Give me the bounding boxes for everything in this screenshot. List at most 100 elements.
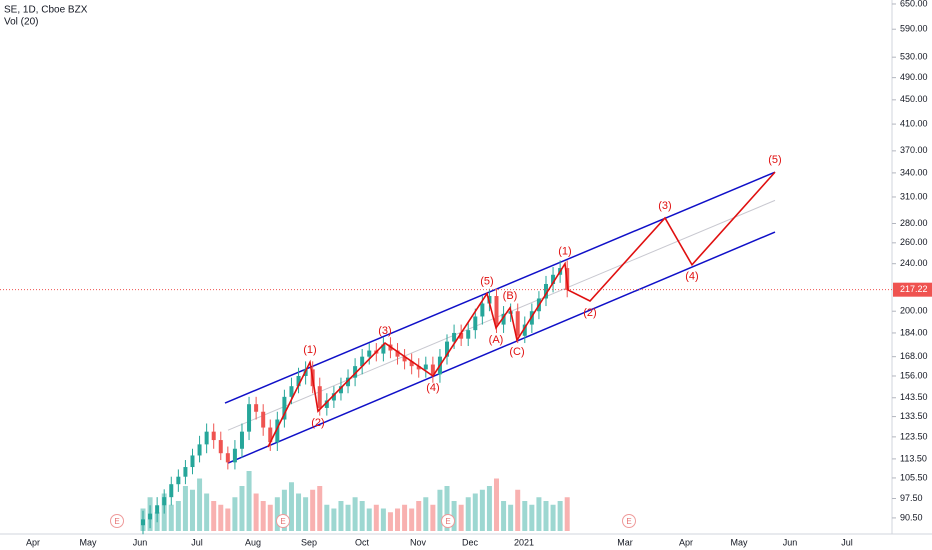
x-tick-label: Jun (783, 537, 798, 547)
y-tick-label: 113.50 (900, 453, 927, 463)
candle-body (331, 393, 336, 401)
y-tick-label: 530.00 (900, 52, 928, 62)
volume-bar (303, 497, 309, 531)
candle-body (423, 364, 428, 370)
candle-body (218, 440, 223, 454)
earnings-label: E (445, 517, 450, 526)
x-tick-label: Dec (462, 537, 479, 547)
volume-bar (331, 508, 337, 531)
earnings-marker (622, 514, 636, 528)
y-tick-label: 410.00 (900, 118, 928, 128)
volume-label: Vol (20) (4, 17, 38, 28)
candle-body (543, 284, 548, 299)
volume-bar (529, 504, 535, 531)
candle-body (381, 344, 386, 354)
volume-bar (451, 501, 457, 531)
y-tick-label: 490.00 (900, 72, 928, 82)
wave-path (267, 171, 776, 448)
candle-body (515, 311, 520, 336)
volume-bar (423, 497, 429, 531)
candle-body (183, 467, 188, 477)
earnings-marker (276, 514, 290, 528)
candle-body (430, 364, 435, 375)
candle-body (445, 341, 450, 357)
volume-bar (246, 471, 252, 531)
candle-body (360, 356, 365, 367)
candle-body (367, 350, 372, 357)
candle-body (466, 330, 471, 339)
volume-bar (189, 489, 195, 531)
y-tick-label: 260.00 (900, 237, 928, 247)
y-tick-label: 97.50 (900, 493, 923, 503)
volume-bar (486, 486, 492, 531)
candle-body (338, 386, 343, 394)
y-tick-label: 168.00 (900, 351, 928, 361)
volume-bar (458, 504, 464, 531)
candle-body (254, 404, 259, 412)
x-tick-label: Jul (191, 537, 203, 547)
volume-bar (281, 489, 287, 531)
volume-bar (501, 501, 507, 531)
candle-body (261, 411, 266, 428)
volume-bar (175, 501, 181, 531)
y-tick-label: 123.50 (900, 431, 928, 441)
y-tick-label: 310.00 (900, 191, 928, 201)
candle-body (176, 476, 181, 485)
wave-label: (2) (311, 417, 324, 429)
candle-body (247, 404, 252, 432)
volume-bar (218, 504, 224, 531)
volume-bar (543, 501, 549, 531)
volume-bar (515, 489, 521, 531)
channel-upper (224, 171, 776, 404)
candle-body (197, 444, 202, 456)
volume-bar (253, 493, 259, 531)
y-tick-label: 650.00 (900, 0, 928, 8)
volume-bar (444, 486, 450, 531)
x-tick-label: Jun (133, 537, 148, 547)
wave-label: (3) (378, 325, 391, 337)
candle-body (162, 497, 167, 506)
wave-label: (1) (303, 344, 316, 356)
x-tick-label: Apr (679, 537, 693, 547)
y-tick-label: 156.00 (900, 370, 928, 380)
x-tick-label: May (79, 537, 97, 547)
candle-body (522, 324, 527, 336)
volume-bar (508, 504, 514, 531)
earnings-label: E (280, 517, 285, 526)
wave-label: (A) (489, 334, 504, 346)
y-tick-label: 200.00 (900, 306, 928, 316)
candle-body (148, 513, 153, 520)
candle-body (416, 366, 421, 370)
channel-lower (227, 231, 776, 464)
volume-bar (437, 489, 443, 531)
y-tick-label: 370.00 (900, 145, 928, 155)
volume-bar (402, 504, 408, 531)
y-tick-label: 105.50 (900, 472, 928, 482)
candle-body (289, 386, 294, 397)
volume-bar (373, 504, 379, 531)
volume-bar (288, 482, 294, 531)
x-tick-label: Mar (617, 537, 633, 547)
x-tick-label: May (730, 537, 748, 547)
volume-bar (430, 504, 436, 531)
earnings-marker (441, 514, 455, 528)
candle-body (402, 356, 407, 362)
candle-body (551, 274, 556, 285)
wave-label: (5) (768, 154, 781, 166)
volume-bar (395, 508, 401, 531)
volume-bar (197, 478, 203, 531)
x-tick-label: Oct (355, 537, 370, 547)
candle-body (204, 431, 209, 445)
x-tick-label: Sep (301, 537, 317, 547)
candle-body (353, 366, 358, 378)
wave-label: (4) (426, 382, 439, 394)
candle-body (395, 350, 400, 357)
last-price-label: 217.22 (900, 284, 928, 294)
y-tick-label: 143.50 (900, 392, 928, 402)
volume-bar (232, 497, 238, 531)
volume-bar (557, 501, 563, 531)
volume-bar (239, 486, 245, 531)
candle-body (239, 431, 244, 449)
volume-bar (494, 478, 499, 531)
volume-bar (387, 512, 393, 531)
